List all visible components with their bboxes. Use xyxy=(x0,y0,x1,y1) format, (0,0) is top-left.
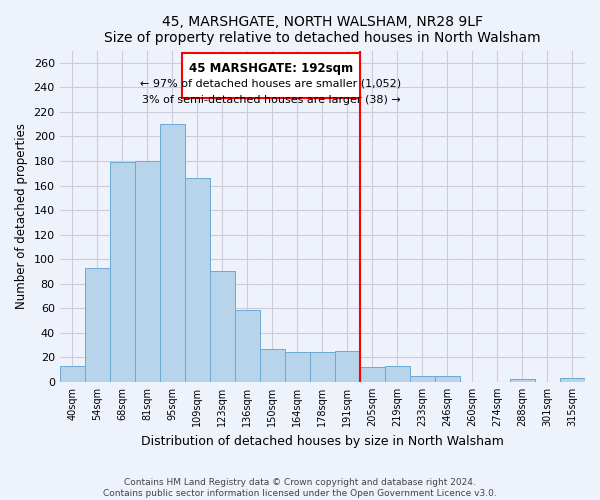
Bar xyxy=(185,178,210,382)
Bar xyxy=(510,380,535,382)
Text: 3% of semi-detached houses are larger (38) →: 3% of semi-detached houses are larger (3… xyxy=(142,94,400,104)
Title: 45, MARSHGATE, NORTH WALSHAM, NR28 9LF
Size of property relative to detached hou: 45, MARSHGATE, NORTH WALSHAM, NR28 9LF S… xyxy=(104,15,541,45)
Bar xyxy=(59,366,85,382)
Bar xyxy=(410,376,435,382)
Bar xyxy=(110,162,135,382)
Bar xyxy=(182,53,360,98)
Bar xyxy=(160,124,185,382)
Bar xyxy=(210,272,235,382)
Text: Contains HM Land Registry data © Crown copyright and database right 2024.
Contai: Contains HM Land Registry data © Crown c… xyxy=(103,478,497,498)
Y-axis label: Number of detached properties: Number of detached properties xyxy=(15,123,28,309)
Bar xyxy=(85,268,110,382)
Bar xyxy=(335,351,360,382)
Bar xyxy=(360,367,385,382)
X-axis label: Distribution of detached houses by size in North Walsham: Distribution of detached houses by size … xyxy=(141,434,504,448)
Bar xyxy=(135,161,160,382)
Bar xyxy=(435,376,460,382)
Bar xyxy=(260,349,285,382)
Text: 45 MARSHGATE: 192sqm: 45 MARSHGATE: 192sqm xyxy=(189,62,353,74)
Text: ← 97% of detached houses are smaller (1,052): ← 97% of detached houses are smaller (1,… xyxy=(140,79,401,89)
Bar xyxy=(385,366,410,382)
Bar xyxy=(560,378,585,382)
Bar xyxy=(285,352,310,382)
Bar xyxy=(235,310,260,382)
Bar xyxy=(310,352,335,382)
